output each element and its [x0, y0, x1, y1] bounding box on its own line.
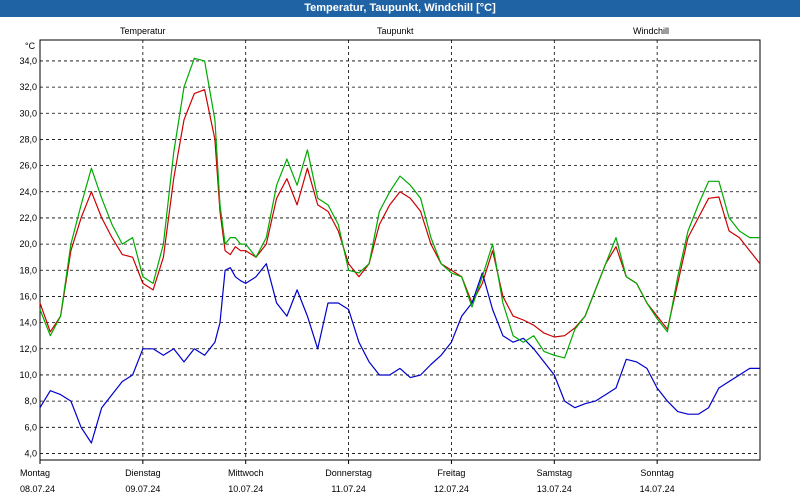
x-axis: Montag 08.07.24 Dienstag 09.07.24 Mittwoch 10… [20, 460, 675, 494]
y-axis-unit-label: °C [25, 41, 36, 51]
x-tick-date-label: 11.07.24 [331, 484, 365, 494]
y-tick-label: 6,0 [24, 422, 37, 432]
x-tick-date-label: 12.07.24 [434, 484, 469, 494]
y-tick-label: 16,0 [19, 291, 37, 301]
y-tick-label: 26,0 [19, 161, 37, 171]
legend: Temperatur Taupunkt Windchill [120, 26, 669, 36]
x-tick-date-label: 09.07.24 [125, 484, 160, 494]
chart-title: Temperatur, Taupunkt, Windchill [°C] [0, 0, 800, 17]
y-tick-label: 34,0 [19, 56, 37, 66]
series-line-taupunkt [39, 263, 760, 444]
x-tick-day-label: Dienstag [125, 468, 161, 478]
y-tick-label: 28,0 [19, 134, 37, 144]
y-tick-label: 24,0 [19, 187, 37, 197]
x-tick-day-label: Mittwoch [228, 468, 264, 478]
y-tick-label: 12,0 [19, 344, 37, 354]
y-tick-label: 10,0 [19, 370, 37, 380]
x-tick-date-label: 14.07.24 [640, 484, 675, 494]
y-tick-label: 14,0 [19, 318, 37, 328]
y-axis: °C 4,0 6,0 8,0 10,0 12,0 14,0 16,0 18,0 20,0 22,0… [19, 41, 37, 458]
y-tick-label: 22,0 [19, 213, 37, 223]
x-tick-date-label: 08.07.24 [20, 484, 55, 494]
y-tick-label: 30,0 [19, 108, 37, 118]
y-tick-label: 18,0 [19, 265, 37, 275]
legend-taupunkt: Taupunkt [377, 26, 414, 36]
x-tick-day-label: Sonntag [640, 468, 674, 478]
x-tick-day-label: Samstag [537, 468, 573, 478]
x-tick-day-label: Montag [20, 468, 50, 478]
plot-area [39, 39, 761, 461]
x-tick-day-label: Freitag [437, 468, 465, 478]
x-tick-day-label: Donnerstag [325, 468, 372, 478]
x-tick-date-label: 10.07.24 [228, 484, 263, 494]
legend-temperatur: Temperatur [120, 26, 166, 36]
series-lines [39, 57, 761, 444]
series-line-windchill [39, 57, 760, 359]
y-tick-label: 4,0 [24, 448, 37, 458]
legend-windchill: Windchill [633, 26, 669, 36]
x-tick-date-label: 13.07.24 [537, 484, 572, 494]
y-tick-label: 8,0 [24, 396, 37, 406]
y-tick-label: 32,0 [19, 82, 37, 92]
y-tick-label: 20,0 [19, 239, 37, 249]
